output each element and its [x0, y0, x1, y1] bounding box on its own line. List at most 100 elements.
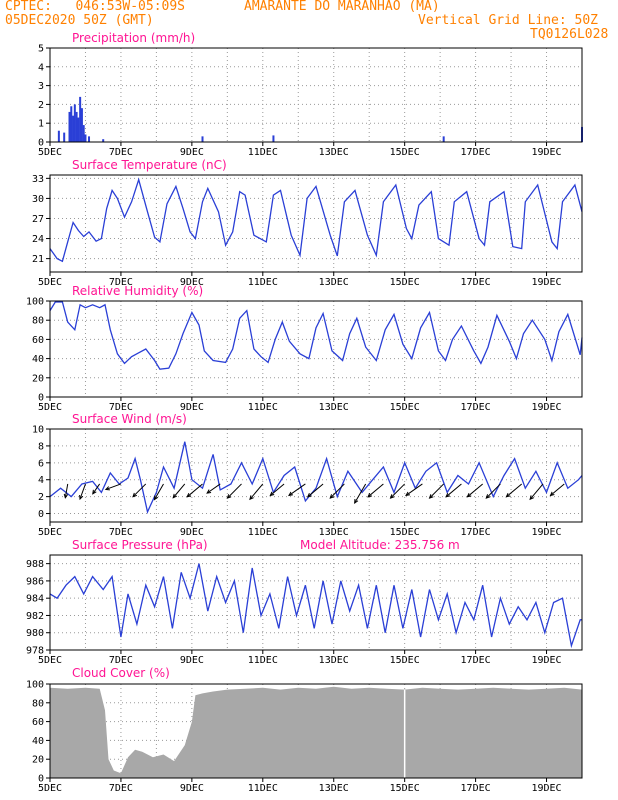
x-tick-label: 15DEC	[390, 277, 420, 288]
station-coordinates: CPTEC: 046:53W-05:09S	[5, 0, 186, 14]
y-tick-label: 0	[38, 509, 44, 520]
y-tick-label: 100	[26, 680, 44, 691]
y-tick-label: 6	[38, 458, 44, 469]
precip-bar	[75, 111, 78, 142]
wind-arrow-head	[153, 495, 159, 501]
wind-arrow-head	[104, 486, 110, 491]
y-tick-label: 4	[38, 475, 44, 486]
x-tick-label: 5DEC	[38, 277, 62, 288]
wind-arrow-head	[329, 494, 335, 499]
x-tick-label: 15DEC	[390, 402, 420, 413]
wind-arrow-head	[206, 489, 212, 494]
x-tick-label: 15DEC	[390, 655, 420, 666]
y-tick-label: 5	[38, 44, 44, 55]
model-id: TQ0126L028	[530, 27, 609, 42]
x-tick-label: 17DEC	[461, 527, 491, 538]
series-line	[49, 301, 583, 370]
x-tick-label: 7DEC	[109, 277, 133, 288]
wind-arrow	[92, 483, 101, 495]
x-tick-label: 9DEC	[180, 402, 204, 413]
x-tick-label: 11DEC	[248, 527, 278, 538]
plot-frame	[49, 683, 583, 779]
y-tick-label: 0	[38, 393, 44, 404]
wind-arrow-head	[132, 492, 137, 498]
y-tick-label: 2	[38, 492, 44, 503]
y-tick-label: 984	[26, 594, 44, 605]
y-tick-label: 24	[32, 234, 44, 245]
x-tick-label: 7DEC	[109, 655, 133, 666]
x-tick-label: 5DEC	[38, 655, 62, 666]
wind-arrow-head	[354, 498, 359, 505]
x-tick-label: 17DEC	[461, 147, 491, 158]
wind-arrow	[329, 483, 345, 499]
series-line	[49, 563, 582, 649]
wind-arrow	[132, 483, 147, 498]
wind-arrow	[307, 483, 324, 498]
y-tick-label: 4	[38, 62, 44, 73]
x-tick-label: 5DEC	[38, 147, 62, 158]
wind-arrow	[64, 483, 69, 498]
wind-arrow	[186, 483, 203, 498]
precip-bar	[73, 104, 76, 142]
x-tick-label: 19DEC	[531, 277, 561, 288]
wind-arrow	[445, 483, 462, 498]
y-tick-label: 3	[38, 81, 44, 92]
x-tick-label: 19DEC	[531, 147, 561, 158]
x-tick-label: 19DEC	[531, 527, 561, 538]
precip-bar	[70, 106, 73, 142]
precip-bar	[272, 135, 275, 142]
y-tick-label: 982	[26, 611, 44, 622]
wind-arrow	[529, 483, 544, 500]
wind-arrow	[405, 483, 423, 496]
y-tick-label: 40	[32, 736, 44, 747]
y-tick-label: 27	[32, 214, 44, 225]
x-tick-label: 7DEC	[109, 402, 133, 413]
plot-frame	[49, 428, 583, 523]
x-tick-label: 19DEC	[531, 402, 561, 413]
x-tick-label: 17DEC	[461, 402, 491, 413]
run-datetime: 05DEC2020 50Z (GMT)	[5, 13, 154, 28]
wind-arrow-head	[367, 492, 373, 498]
y-tick-label: 40	[32, 354, 44, 365]
series-line	[49, 441, 583, 514]
wind-arrow	[154, 483, 164, 500]
precip-bar	[88, 136, 91, 142]
wind-arrow-head	[428, 494, 434, 499]
panel-title: Precipitation (mm/h)	[72, 31, 195, 45]
x-tick-label: 7DEC	[109, 147, 133, 158]
y-tick-label: 33	[32, 174, 44, 185]
panel-title: Surface Pressure (hPa)	[72, 538, 208, 552]
precip-bar	[102, 139, 105, 142]
precip-bar	[201, 136, 204, 142]
wind-arrow	[172, 483, 186, 499]
x-tick-label: 15DEC	[390, 527, 420, 538]
model-altitude-label: Model Altitude: 235.756 m	[300, 538, 460, 552]
x-tick-label: 15DEC	[390, 147, 420, 158]
plot-frame	[49, 554, 583, 651]
precip-bar	[82, 125, 85, 142]
wind-arrow	[390, 483, 406, 499]
wind-arrow	[288, 483, 306, 496]
wind-arrow-head	[288, 491, 294, 497]
plot-frame	[49, 47, 583, 143]
y-tick-label: 8	[38, 441, 44, 452]
plot-frame	[49, 174, 583, 273]
wind-arrow	[429, 483, 445, 499]
precip-bar	[442, 136, 445, 142]
y-tick-label: 80	[32, 316, 44, 327]
x-tick-label: 9DEC	[180, 783, 204, 794]
x-tick-label: 13DEC	[319, 147, 349, 158]
wind-arrow-head	[445, 492, 451, 498]
precip-bar	[77, 117, 80, 142]
x-tick-label: 11DEC	[248, 277, 278, 288]
x-tick-label: 9DEC	[180, 527, 204, 538]
plot-frame	[49, 300, 583, 398]
wind-arrow	[550, 483, 565, 496]
panel-title: Relative Humidity (%)	[72, 284, 203, 298]
y-tick-label: 10	[32, 425, 44, 436]
vertical-grid-note: Vertical Grid Line: 50Z	[418, 13, 599, 28]
wind-arrow-head	[63, 493, 69, 499]
wind-arrow-head	[92, 489, 97, 495]
wind-arrow	[354, 483, 367, 504]
